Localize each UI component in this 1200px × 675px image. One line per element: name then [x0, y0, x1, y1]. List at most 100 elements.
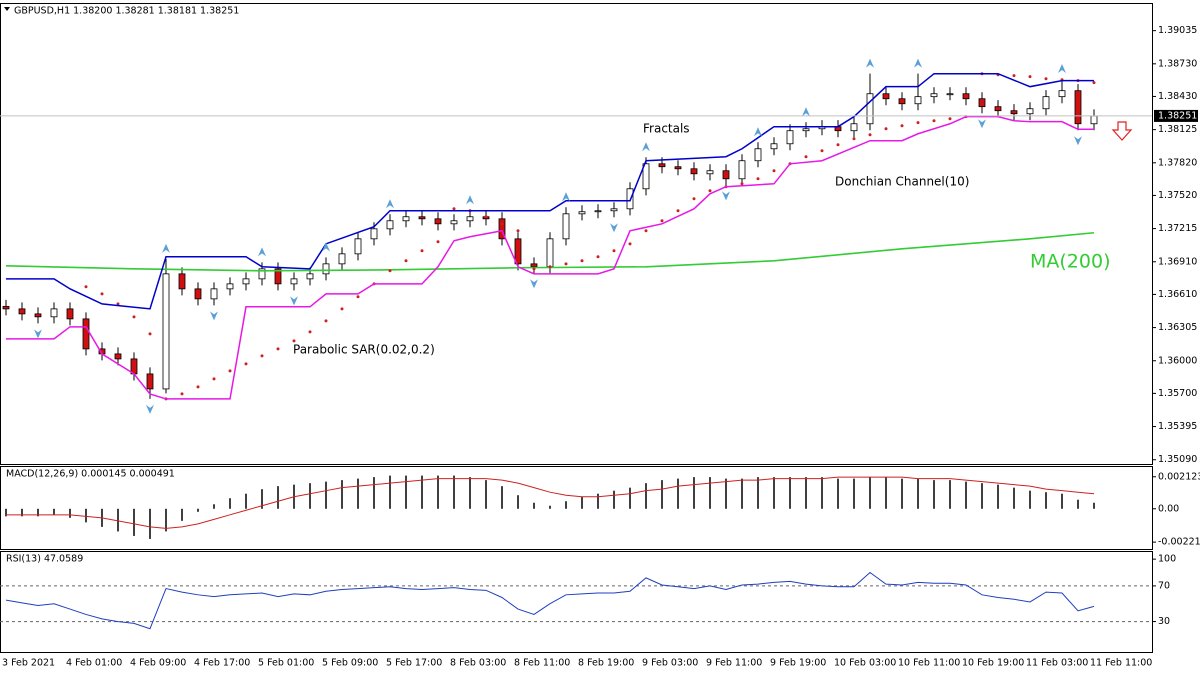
sar-dot [628, 242, 632, 246]
sar-dot [212, 377, 216, 381]
candle-body [338, 253, 346, 265]
candle-body [754, 148, 762, 162]
candle-body [370, 228, 378, 240]
candle-body [194, 288, 202, 300]
y-tick-label: 1.36910 [1158, 256, 1197, 267]
candle-body [530, 263, 538, 268]
time-label: 4 Feb 09:00 [130, 658, 186, 669]
fractal-down [610, 223, 618, 233]
candle-body [546, 238, 554, 268]
candle-body [114, 353, 122, 360]
candle-body [402, 216, 410, 222]
candle-body [354, 238, 362, 255]
fractal-up [258, 247, 266, 257]
fractal-up [642, 142, 650, 152]
sar-dot [244, 362, 248, 366]
indicator-label: Fractals [643, 122, 690, 136]
fractal-up [322, 242, 330, 252]
candle-body [498, 218, 506, 240]
y-tick-label: 1.39035 [1158, 25, 1197, 36]
candle-body [930, 93, 938, 98]
candle-body [1090, 115, 1098, 125]
sar-dot [1092, 81, 1096, 85]
sar-dot [276, 347, 280, 351]
candle-body [610, 208, 618, 212]
candle-body [386, 220, 394, 230]
candle-body [82, 318, 90, 350]
candle-body [258, 268, 266, 280]
candle-body [322, 263, 330, 275]
sar-dot [692, 197, 696, 201]
sar-dot [596, 255, 600, 259]
donchian-lower [6, 115, 1094, 400]
sar-dot [660, 219, 664, 223]
candle-body [1026, 108, 1034, 115]
y-tick-label: 1.36610 [1158, 289, 1197, 300]
sar-dot [948, 117, 952, 121]
sar-dot [916, 121, 920, 125]
candle-body [178, 273, 186, 290]
sar-dot [676, 209, 680, 213]
indicator-label: MA(200) [1030, 251, 1110, 273]
candle-body [914, 96, 922, 105]
fractal-down [722, 191, 730, 201]
sar-dot [100, 292, 104, 296]
candle-body [658, 163, 666, 168]
candle-body [866, 93, 874, 125]
sar-dot [852, 137, 856, 141]
candle-body [674, 166, 682, 170]
sar-dot [820, 149, 824, 153]
y-tick-label: 1.35090 [1158, 454, 1197, 465]
candle-body [2, 305, 10, 310]
candle-body [18, 308, 26, 315]
sar-dot [228, 369, 232, 373]
candle-body [1058, 90, 1066, 98]
candle-body [994, 106, 1002, 112]
sar-dot [84, 285, 88, 289]
current-price-box [1154, 109, 1198, 122]
sar-dot [116, 302, 120, 306]
candle-body [66, 308, 74, 320]
fractal-down [1074, 136, 1082, 146]
sar-dot [836, 143, 840, 147]
candle-body [802, 128, 810, 132]
rsi-pane-border [0, 551, 1153, 653]
candle-body [1010, 110, 1018, 115]
candle-body [738, 160, 746, 180]
sar-dot [580, 259, 584, 263]
rsi-line [5, 571, 1095, 630]
macd-signal [6, 476, 1095, 529]
y-tick-label: 1.38730 [1158, 58, 1197, 69]
sar-dot [1028, 75, 1032, 79]
candle-body [242, 278, 250, 285]
time-label: 9 Feb 19:00 [770, 658, 826, 669]
sar-dot [516, 229, 520, 233]
sar-dot [564, 262, 568, 266]
y-tick-label: 70 [1158, 580, 1170, 591]
moving-average [5, 231, 1095, 272]
candle-body [274, 268, 282, 285]
y-tick-label: 0.00 [1158, 503, 1179, 514]
candle-body [130, 358, 138, 375]
time-label: 10 Feb 03:00 [834, 658, 896, 669]
fractal-up [866, 58, 874, 68]
sar-dot [292, 339, 296, 343]
y-tick-label: 1.35700 [1158, 388, 1197, 399]
y-tick-label: 1.38430 [1158, 91, 1197, 102]
candle-body [946, 93, 954, 96]
candle-body [1042, 96, 1050, 110]
symbol-menu-icon[interactable] [4, 7, 10, 11]
y-tick-label: 1.37520 [1158, 190, 1197, 201]
candle-body [850, 123, 858, 132]
time-label: 8 Feb 11:00 [514, 658, 570, 669]
time-label: 4 Feb 17:00 [194, 658, 250, 669]
candle-body [690, 168, 698, 175]
sar-dot [884, 127, 888, 131]
sar-dot [308, 330, 312, 334]
sar-dot [260, 354, 264, 358]
sar-dot [324, 319, 328, 323]
fractal-down [34, 329, 42, 339]
sar-dot [180, 392, 184, 396]
y-tick-label: 1.37215 [1158, 223, 1197, 234]
